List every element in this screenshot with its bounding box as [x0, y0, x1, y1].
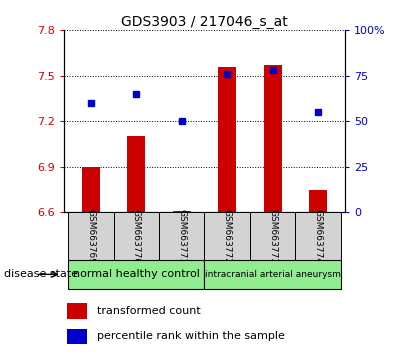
- Bar: [67, 329, 87, 344]
- Bar: [263, 65, 282, 212]
- Title: GDS3903 / 217046_s_at: GDS3903 / 217046_s_at: [121, 15, 288, 29]
- Text: transformed count: transformed count: [97, 306, 200, 316]
- Bar: [295, 212, 341, 260]
- Text: disease state: disease state: [4, 269, 78, 279]
- Text: intracranial arterial aneurysm: intracranial arterial aneurysm: [205, 270, 341, 279]
- Bar: [309, 190, 327, 212]
- Bar: [173, 211, 191, 212]
- Text: GSM663774: GSM663774: [314, 209, 323, 264]
- Bar: [82, 167, 100, 212]
- Text: GSM663772: GSM663772: [223, 209, 232, 264]
- Bar: [68, 212, 114, 260]
- Text: GSM663771: GSM663771: [177, 209, 186, 264]
- Text: GSM663773: GSM663773: [268, 209, 277, 264]
- Bar: [218, 67, 236, 212]
- Bar: [68, 260, 205, 289]
- Text: percentile rank within the sample: percentile rank within the sample: [97, 331, 284, 341]
- Bar: [114, 212, 159, 260]
- Text: GSM663770: GSM663770: [132, 209, 141, 264]
- Text: normal healthy control: normal healthy control: [73, 269, 200, 279]
- Bar: [67, 303, 87, 319]
- Text: GSM663769: GSM663769: [86, 209, 95, 264]
- Bar: [205, 260, 341, 289]
- Bar: [159, 212, 205, 260]
- Bar: [127, 136, 145, 212]
- Bar: [205, 212, 250, 260]
- Bar: [250, 212, 295, 260]
